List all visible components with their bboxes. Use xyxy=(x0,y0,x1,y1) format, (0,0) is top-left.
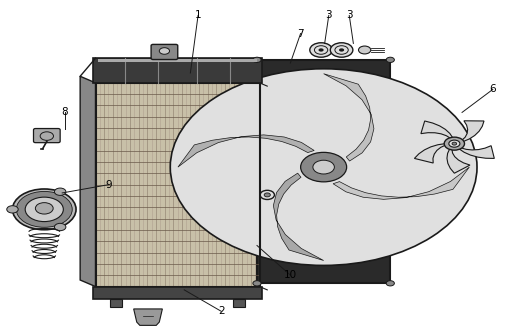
Circle shape xyxy=(331,43,353,57)
FancyBboxPatch shape xyxy=(33,128,60,143)
Bar xyxy=(233,299,245,307)
Polygon shape xyxy=(324,74,374,161)
Bar xyxy=(96,83,260,286)
Circle shape xyxy=(35,203,53,214)
Circle shape xyxy=(319,48,324,51)
Circle shape xyxy=(12,189,76,230)
Circle shape xyxy=(310,43,333,57)
Polygon shape xyxy=(273,173,324,260)
Circle shape xyxy=(301,152,346,182)
Circle shape xyxy=(7,206,18,213)
Polygon shape xyxy=(447,149,470,173)
FancyBboxPatch shape xyxy=(151,45,178,59)
Polygon shape xyxy=(80,76,96,286)
Text: 9: 9 xyxy=(105,180,112,190)
Bar xyxy=(96,83,260,286)
Text: 8: 8 xyxy=(62,108,68,117)
Circle shape xyxy=(54,223,66,231)
Circle shape xyxy=(452,142,456,145)
Circle shape xyxy=(25,197,63,221)
Bar xyxy=(257,60,390,283)
Circle shape xyxy=(386,57,394,62)
Circle shape xyxy=(264,193,270,197)
Bar xyxy=(98,59,257,62)
Bar xyxy=(93,286,262,299)
Bar xyxy=(93,58,262,83)
Circle shape xyxy=(444,137,465,150)
Bar xyxy=(110,299,122,307)
Text: 7: 7 xyxy=(297,29,304,39)
Text: 1: 1 xyxy=(195,11,201,20)
Circle shape xyxy=(253,281,261,286)
Circle shape xyxy=(449,140,460,147)
Polygon shape xyxy=(462,121,484,142)
Polygon shape xyxy=(421,121,453,138)
Circle shape xyxy=(16,191,72,227)
Text: 3: 3 xyxy=(346,11,353,20)
Text: 3: 3 xyxy=(325,11,332,20)
Polygon shape xyxy=(134,309,162,325)
Circle shape xyxy=(358,46,371,54)
Circle shape xyxy=(253,57,261,62)
Text: 10: 10 xyxy=(284,270,297,280)
Polygon shape xyxy=(178,135,314,167)
Polygon shape xyxy=(333,167,469,199)
Circle shape xyxy=(313,160,335,174)
Text: 6: 6 xyxy=(489,84,496,94)
Circle shape xyxy=(170,69,477,265)
Polygon shape xyxy=(414,144,446,163)
Circle shape xyxy=(339,48,344,51)
Circle shape xyxy=(386,281,394,286)
Text: 2: 2 xyxy=(218,306,225,316)
Circle shape xyxy=(159,48,170,54)
Circle shape xyxy=(54,188,66,195)
Polygon shape xyxy=(459,146,494,158)
